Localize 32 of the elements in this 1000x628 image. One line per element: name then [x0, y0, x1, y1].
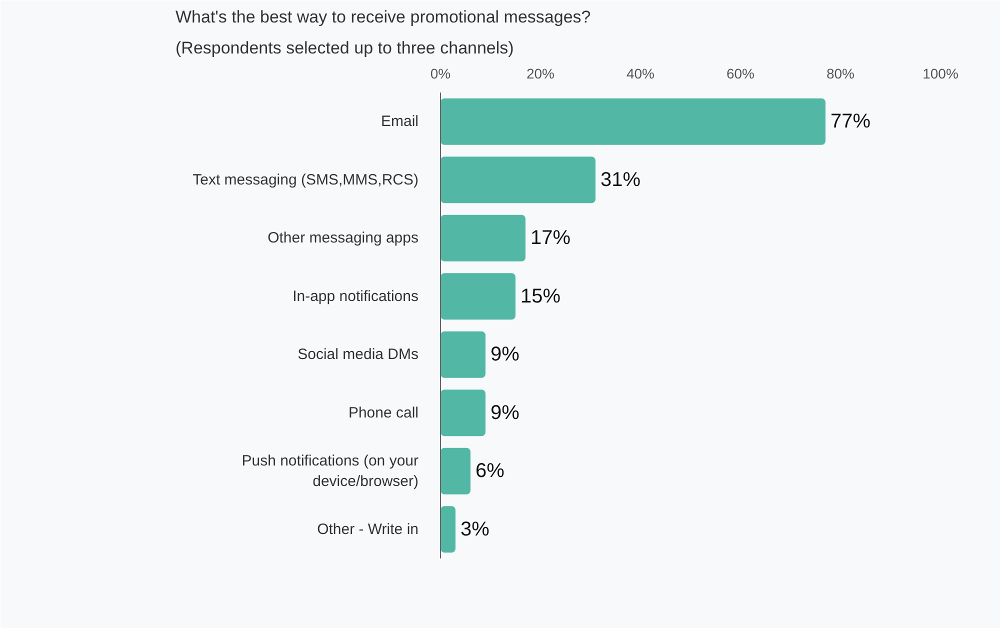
- data-label: 6%: [476, 460, 505, 482]
- data-label: 31%: [600, 168, 641, 191]
- bar: [440, 98, 826, 145]
- chart-title: What's the best way to receive promotional messages?: [176, 8, 591, 26]
- y-tick-label: Other messaging apps: [268, 230, 419, 247]
- data-label: 77%: [830, 110, 871, 133]
- x-tick-label: 80%: [826, 66, 855, 82]
- y-tick-label: Text messaging (SMS,MMS,RCS): [192, 171, 419, 188]
- x-tick-label: 40%: [626, 66, 655, 82]
- x-tick-label: 0%: [430, 66, 451, 82]
- y-tick-label: Phone call: [348, 404, 419, 422]
- data-label: 15%: [520, 285, 561, 308]
- bar: [440, 331, 486, 378]
- y-tick-label: Social media DMs: [298, 346, 419, 364]
- bar: [440, 214, 526, 262]
- y-tick-label: Email: [380, 113, 419, 130]
- data-label: 9%: [490, 344, 520, 366]
- x-tick-label: 20%: [526, 66, 555, 82]
- bar: [440, 273, 516, 320]
- bar: [440, 390, 486, 436]
- data-label: 9%: [490, 402, 520, 424]
- y-tick-label: Other - Write in: [317, 520, 419, 538]
- bar: [440, 156, 596, 204]
- data-label: 17%: [530, 227, 571, 250]
- y-tick-label: In-app notifications: [292, 288, 419, 305]
- data-label: 3%: [460, 518, 490, 540]
- x-tick-label: 60%: [726, 66, 755, 82]
- chart-subtitle: (Respondents selected up to three channels): [176, 38, 514, 58]
- x-tick-label: 100%: [922, 66, 958, 82]
- bar: [440, 448, 470, 494]
- y-tick-label: Push notifications (on your device/browser): [242, 452, 419, 490]
- bar: [440, 506, 456, 553]
